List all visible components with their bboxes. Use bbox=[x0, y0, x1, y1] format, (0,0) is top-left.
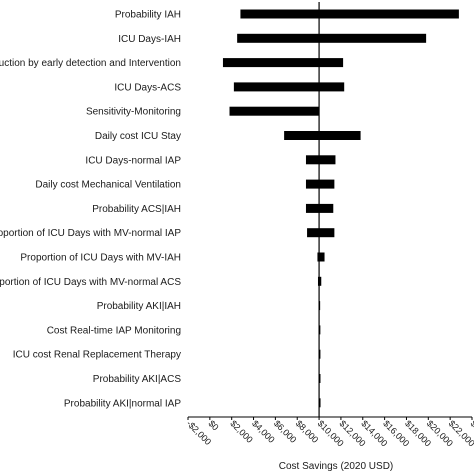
bar bbox=[240, 9, 459, 19]
category-label: Sensitivity-Monitoring bbox=[86, 107, 181, 118]
bar bbox=[317, 252, 325, 262]
bar bbox=[319, 398, 321, 408]
category-label: Cost Real-time IAP Monitoring bbox=[47, 325, 181, 336]
x-axis-ticks: -$2,000$0 $2,000$4,000$6,000$8,000$10,000… bbox=[185, 417, 474, 448]
bar bbox=[222, 58, 344, 68]
bar bbox=[307, 228, 335, 238]
bar bbox=[318, 374, 321, 383]
bar bbox=[284, 131, 361, 140]
x-axis-title: Cost Savings (2020 USD) bbox=[279, 461, 394, 472]
x-tick-label: $8,000 bbox=[294, 418, 321, 445]
x-tick-label: $0 bbox=[206, 418, 220, 432]
x-tick-label: $4,000 bbox=[250, 418, 277, 445]
category-label: Proportion of ICU Days with MV-IAH bbox=[20, 253, 181, 264]
category-label: ICU Days-normal IAP bbox=[85, 155, 181, 166]
category-label: Proportion of ICU Days with MV-normal AC… bbox=[0, 277, 181, 288]
x-tick-label: $2,000 bbox=[228, 418, 255, 445]
category-label: Daily cost ICU Stay bbox=[95, 131, 181, 142]
category-label: Probability ACS|IAH bbox=[92, 204, 181, 215]
category-label: Probability AKI|ACS bbox=[93, 374, 182, 385]
bar bbox=[305, 155, 336, 165]
x-tick-label: $6,000 bbox=[272, 418, 299, 445]
category-label: ICU Days-ACS bbox=[114, 82, 181, 93]
category-labels: Probability IAH ICU Days-IAH Cost Reductio… bbox=[0, 10, 181, 410]
category-label: Probability AKI|IAH bbox=[97, 301, 181, 312]
category-label: ICU cost Renal Replacement Therapy bbox=[13, 350, 181, 361]
category-label: Probability AKI|normal IAP bbox=[64, 398, 181, 409]
bars-group bbox=[222, 9, 459, 408]
bar bbox=[233, 82, 345, 92]
category-label: Cost Reduction by early detection and In… bbox=[0, 58, 181, 69]
category-label: Probability IAH bbox=[115, 10, 181, 21]
bar bbox=[229, 106, 320, 116]
category-label: Daily cost Mechanical Ventilation bbox=[35, 180, 181, 191]
category-label: Proportion of ICU Days with MV-normal IA… bbox=[0, 228, 181, 239]
bar bbox=[305, 179, 335, 189]
category-label: ICU Days-IAH bbox=[118, 34, 181, 45]
bar bbox=[237, 33, 427, 43]
